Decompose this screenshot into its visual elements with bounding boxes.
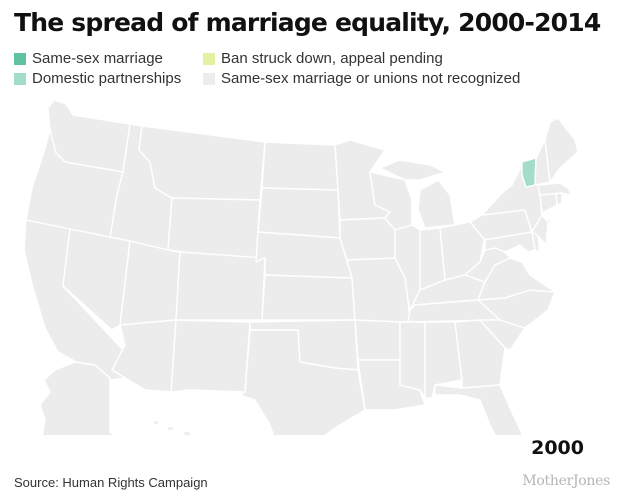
us-map xyxy=(23,99,579,435)
state-hawaii-kauai xyxy=(152,419,160,426)
state-montana xyxy=(138,125,266,201)
state-florida xyxy=(434,384,524,435)
state-south-carolina xyxy=(479,319,526,351)
state-michigan-upper-peninsula xyxy=(379,159,446,181)
state-new-jersey xyxy=(531,214,549,246)
legend-label-ban-struck-down: Ban struck down, appeal pending xyxy=(221,50,443,67)
state-mississippi xyxy=(399,321,426,399)
state-nevada xyxy=(62,228,131,331)
state-hawaii-maui xyxy=(183,430,192,435)
brand-logo: MotherJones xyxy=(522,473,610,489)
state-kansas xyxy=(261,274,356,321)
state-north-dakota xyxy=(261,141,339,191)
legend-label-domestic-partnerships: Domestic partnerships xyxy=(32,70,182,87)
state-maine xyxy=(544,117,579,183)
legend-swatch-same-sex-marriage xyxy=(14,52,26,65)
state-connecticut xyxy=(539,192,558,214)
state-new-mexico xyxy=(170,319,251,393)
state-utah xyxy=(119,240,181,326)
state-iowa xyxy=(339,217,396,261)
chart-title: The spread of marriage equality, 2000-20… xyxy=(14,8,601,37)
state-hawaii-oahu xyxy=(166,425,175,432)
legend-swatch-domestic-partnerships xyxy=(14,72,26,85)
state-massachusetts xyxy=(537,182,573,196)
legend-swatch-ban-struck-down xyxy=(203,52,215,65)
state-south-dakota xyxy=(257,187,341,239)
legend-item-not-recognized: Same-sex marriage or unions not recogniz… xyxy=(203,70,520,87)
state-vermont xyxy=(521,157,537,188)
legend-label-not-recognized: Same-sex marriage or unions not recogniz… xyxy=(221,70,521,87)
state-nebraska xyxy=(255,231,353,279)
legend-item-ban-struck-down: Ban struck down, appeal pending xyxy=(203,50,443,67)
state-michigan xyxy=(417,179,456,229)
legend-swatch-not-recognized xyxy=(203,72,215,85)
legend-item-same-sex-marriage: Same-sex marriage xyxy=(14,50,163,67)
state-colorado xyxy=(175,251,266,321)
legend-item-domestic-partnerships: Domestic partnerships xyxy=(14,70,181,87)
legend-label-same-sex-marriage: Same-sex marriage xyxy=(32,50,163,67)
year-label: 2000 xyxy=(531,437,584,459)
state-alaska xyxy=(39,361,115,435)
state-rhode-island xyxy=(555,192,563,206)
source-note: Source: Human Rights Campaign xyxy=(14,475,208,490)
state-arizona xyxy=(111,319,177,393)
state-texas xyxy=(239,329,366,435)
